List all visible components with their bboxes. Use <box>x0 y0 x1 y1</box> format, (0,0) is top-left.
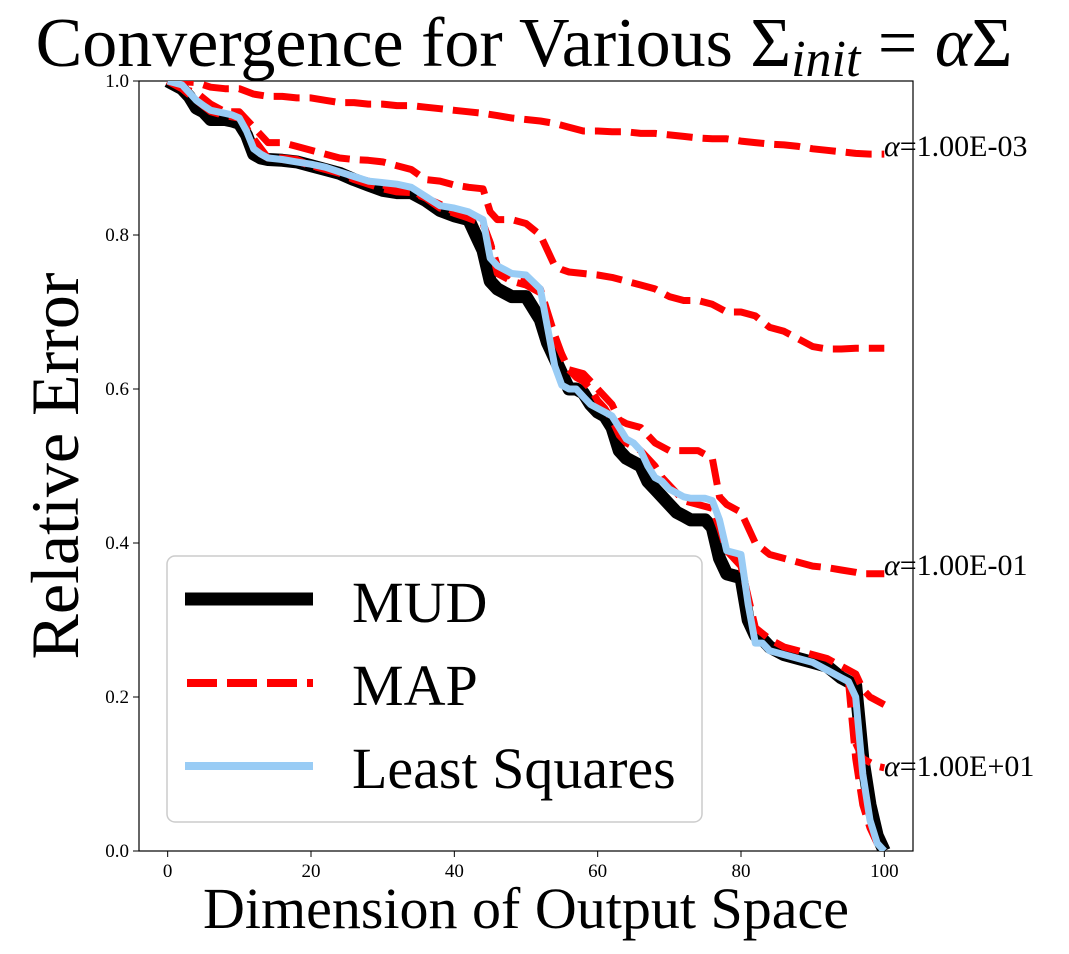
y-tick-label: 0.4 <box>105 533 129 554</box>
title-prefix: Convergence for Various <box>36 5 751 82</box>
annotation-alpha-value: =1.00E-03 <box>900 130 1028 163</box>
x-tick-label: 100 <box>870 861 899 882</box>
title-sigma-end: Σ <box>972 5 1013 82</box>
legend-label-mud: MUD <box>352 570 487 635</box>
title-alpha: α <box>935 5 973 82</box>
title-subscript: init <box>791 31 862 88</box>
annotation-alpha-value: =1.00E+01 <box>900 750 1035 783</box>
chart-title: Convergence for Various Σinit = αΣ <box>36 5 1013 88</box>
x-tick-label: 40 <box>445 861 464 882</box>
annotation-alpha-1e-03: α=1.00E-03 <box>884 130 1027 163</box>
annotation-alpha-1e-01: α=1.00E-01 <box>884 549 1027 582</box>
title-equals: = <box>860 5 934 82</box>
y-tick-label: 0.6 <box>105 379 129 400</box>
y-tick-label: 0.2 <box>105 687 129 708</box>
series-line-least-squares <box>166 81 887 851</box>
title-sigma: Σ <box>750 5 791 82</box>
series-line-map-alpha-1-00e-03 <box>167 81 885 158</box>
x-tick-label: 20 <box>302 861 321 882</box>
x-tick-label: 0 <box>163 861 173 882</box>
legend-label-least-squares: Least Squares <box>352 736 676 801</box>
annotation-alpha-1e+01: α=1.00E+01 <box>884 750 1034 783</box>
legend-label-map: MAP <box>352 653 478 718</box>
y-tick-label: 0.0 <box>105 841 129 862</box>
x-tick-label: 60 <box>588 861 607 882</box>
y-axis-label: Relative Error <box>17 272 93 659</box>
annotation-alpha-symbol: α <box>884 750 901 783</box>
legend-box <box>166 555 703 823</box>
annotation-alpha-symbol: α <box>884 130 901 163</box>
annotation-alpha-symbol: α <box>884 549 901 582</box>
series-line-map-alpha-1-00e-01 <box>166 81 885 353</box>
series-layer <box>164 81 891 851</box>
x-axis-label: Dimension of Output Space <box>203 876 849 941</box>
y-tick-label: 0.8 <box>105 225 129 246</box>
y-tick-label: 1.0 <box>105 71 129 92</box>
axis-ticks: 0 20 40 60 80 100 0.0 0.2 0.4 0.6 0.8 1.0 <box>105 71 898 882</box>
legend: MUD MAP Least Squares <box>166 555 703 823</box>
annotation-alpha-value: =1.00E-01 <box>900 549 1028 582</box>
x-tick-label: 80 <box>732 861 751 882</box>
